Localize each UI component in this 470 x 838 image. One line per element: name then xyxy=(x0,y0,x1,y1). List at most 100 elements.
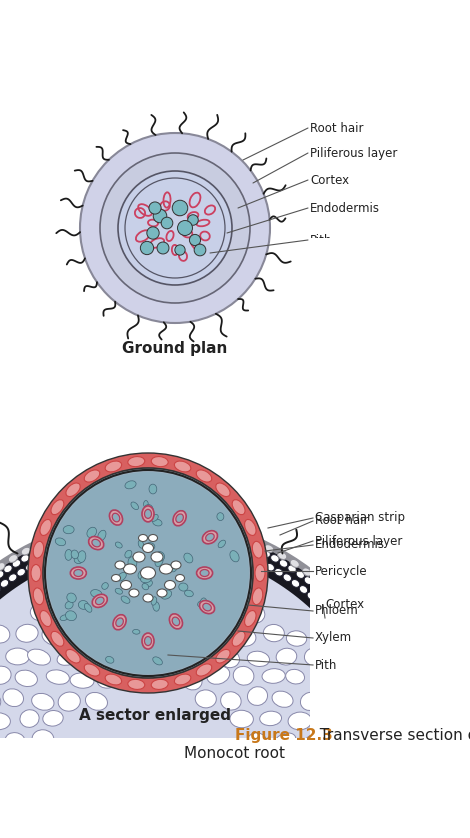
Ellipse shape xyxy=(180,535,189,542)
Ellipse shape xyxy=(220,650,240,668)
Ellipse shape xyxy=(57,538,66,546)
Text: Cortex: Cortex xyxy=(325,598,364,612)
Ellipse shape xyxy=(78,601,88,609)
Ellipse shape xyxy=(76,525,86,533)
Ellipse shape xyxy=(304,577,313,584)
Ellipse shape xyxy=(144,504,153,515)
Text: Piliferous layer: Piliferous layer xyxy=(310,147,397,159)
Ellipse shape xyxy=(125,671,144,687)
Ellipse shape xyxy=(324,692,348,709)
Ellipse shape xyxy=(34,541,44,548)
Ellipse shape xyxy=(144,500,148,508)
Ellipse shape xyxy=(180,585,200,603)
Ellipse shape xyxy=(393,707,400,716)
Ellipse shape xyxy=(185,590,193,597)
Ellipse shape xyxy=(149,516,160,524)
Ellipse shape xyxy=(71,544,80,551)
Ellipse shape xyxy=(172,617,180,626)
Text: Casparian strip: Casparian strip xyxy=(315,511,405,525)
Ellipse shape xyxy=(116,618,123,627)
Ellipse shape xyxy=(283,574,291,582)
Ellipse shape xyxy=(17,568,25,576)
Ellipse shape xyxy=(43,555,52,561)
Ellipse shape xyxy=(39,546,47,553)
Ellipse shape xyxy=(125,551,132,558)
Ellipse shape xyxy=(15,670,38,686)
Ellipse shape xyxy=(88,604,109,621)
Ellipse shape xyxy=(163,563,185,577)
Ellipse shape xyxy=(60,615,69,621)
Ellipse shape xyxy=(244,611,256,627)
Ellipse shape xyxy=(383,679,391,687)
Ellipse shape xyxy=(232,628,256,646)
Ellipse shape xyxy=(376,689,384,698)
Ellipse shape xyxy=(305,734,324,751)
Ellipse shape xyxy=(0,571,4,578)
Ellipse shape xyxy=(0,580,8,587)
Ellipse shape xyxy=(0,693,1,711)
Ellipse shape xyxy=(165,523,174,530)
Ellipse shape xyxy=(176,514,183,523)
Ellipse shape xyxy=(175,575,185,582)
Ellipse shape xyxy=(65,602,73,609)
Ellipse shape xyxy=(340,715,360,731)
Ellipse shape xyxy=(208,629,227,646)
Ellipse shape xyxy=(233,666,254,685)
Ellipse shape xyxy=(276,649,297,665)
Ellipse shape xyxy=(0,625,10,643)
Ellipse shape xyxy=(200,539,209,546)
Ellipse shape xyxy=(146,523,155,530)
Circle shape xyxy=(100,153,250,303)
Text: Pericycle: Pericycle xyxy=(315,565,368,577)
Ellipse shape xyxy=(173,510,186,525)
Ellipse shape xyxy=(65,550,72,561)
Ellipse shape xyxy=(230,551,239,561)
Ellipse shape xyxy=(125,564,132,569)
Ellipse shape xyxy=(150,533,159,540)
Ellipse shape xyxy=(151,552,163,562)
Ellipse shape xyxy=(368,670,376,680)
Ellipse shape xyxy=(156,523,164,530)
Ellipse shape xyxy=(115,588,123,594)
Ellipse shape xyxy=(131,502,139,510)
Ellipse shape xyxy=(63,525,74,534)
Ellipse shape xyxy=(111,575,120,582)
Ellipse shape xyxy=(106,656,114,663)
Ellipse shape xyxy=(404,727,412,737)
Ellipse shape xyxy=(105,520,115,526)
Ellipse shape xyxy=(98,583,121,599)
Ellipse shape xyxy=(286,631,307,646)
Ellipse shape xyxy=(4,565,12,572)
Ellipse shape xyxy=(375,660,382,670)
Ellipse shape xyxy=(336,620,344,628)
Ellipse shape xyxy=(248,773,270,789)
Ellipse shape xyxy=(231,753,251,768)
Ellipse shape xyxy=(8,555,17,562)
Ellipse shape xyxy=(120,518,130,525)
Circle shape xyxy=(147,227,159,239)
Ellipse shape xyxy=(325,587,334,595)
Ellipse shape xyxy=(128,680,145,690)
Ellipse shape xyxy=(149,484,157,494)
Ellipse shape xyxy=(312,583,320,591)
Ellipse shape xyxy=(0,562,5,571)
Ellipse shape xyxy=(117,572,126,581)
Ellipse shape xyxy=(87,527,96,538)
Ellipse shape xyxy=(246,605,265,623)
Ellipse shape xyxy=(48,541,56,549)
Circle shape xyxy=(157,242,169,254)
Polygon shape xyxy=(0,520,413,771)
Ellipse shape xyxy=(92,540,101,547)
Ellipse shape xyxy=(305,648,324,665)
Ellipse shape xyxy=(31,693,54,711)
Ellipse shape xyxy=(68,628,91,645)
Text: Transverse section of: Transverse section of xyxy=(310,728,470,743)
Ellipse shape xyxy=(217,513,224,520)
Ellipse shape xyxy=(111,649,133,665)
Ellipse shape xyxy=(365,644,372,652)
Ellipse shape xyxy=(215,532,224,539)
Ellipse shape xyxy=(125,481,136,489)
Ellipse shape xyxy=(401,712,408,722)
Ellipse shape xyxy=(106,525,115,533)
Ellipse shape xyxy=(257,559,266,566)
